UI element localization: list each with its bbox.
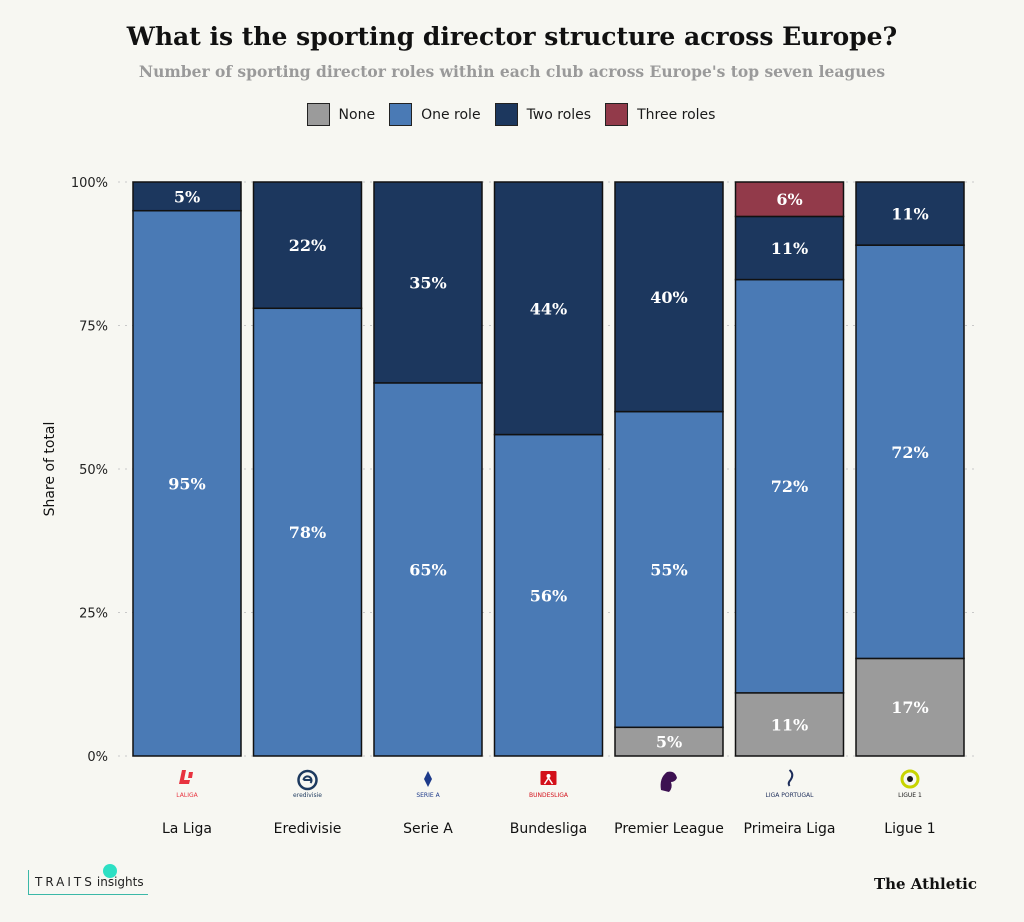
category-label: Bundesliga <box>510 821 587 837</box>
svg-text:SERIE A: SERIE A <box>416 792 440 799</box>
y-tick-label: 75% <box>79 320 108 335</box>
data-label: 35% <box>409 273 446 292</box>
legend-label-three-roles: Three roles <box>637 106 716 123</box>
bar-segment <box>734 278 845 694</box>
bar-segment <box>493 433 604 757</box>
data-label: 72% <box>891 443 928 462</box>
bar-segment <box>734 181 845 218</box>
laliga-logo: LALIGA <box>176 770 199 799</box>
bar-segment <box>855 657 965 757</box>
svg-text:LIGUE 1: LIGUE 1 <box>898 792 922 799</box>
legend-swatch-three-roles <box>605 103 629 126</box>
ligue-1-logo: LIGUE 1 <box>898 769 922 799</box>
bar-segment <box>132 181 242 212</box>
chart-subtitle: Number of sporting director roles within… <box>138 62 886 81</box>
data-label: 40% <box>650 288 687 307</box>
bar-segment <box>614 410 724 729</box>
data-label: 72% <box>771 477 808 496</box>
bar-segment <box>493 181 604 436</box>
traits-dot-icon <box>103 864 117 878</box>
bar-segment <box>614 181 724 413</box>
data-label: 11% <box>771 239 808 258</box>
legend-item-none: None <box>306 103 376 126</box>
svg-text:BUNDESLIGA: BUNDESLIGA <box>529 792 569 799</box>
eredivisie-logo: eredivisie <box>293 769 322 799</box>
data-label: 5% <box>656 733 682 752</box>
legend-label-none: None <box>338 106 376 123</box>
legend-item-two-roles: Two roles <box>494 103 592 126</box>
data-label: 78% <box>289 523 326 542</box>
bundesliga-logo: BUNDESLIGA <box>529 771 569 799</box>
traits-logo-text: TRAITS <box>35 875 95 889</box>
category-label: Serie A <box>403 821 453 837</box>
data-label: 5% <box>174 187 200 206</box>
bar-segment <box>855 181 965 246</box>
data-label: 55% <box>650 560 687 579</box>
legend-label-one-role: One role <box>421 106 481 123</box>
legend-swatch-two-roles <box>494 103 518 126</box>
traits-insights-logo: TRAITS insights <box>28 864 148 895</box>
data-label: 17% <box>891 698 928 717</box>
traits-logo-subtext: insights <box>96 875 144 889</box>
serie-a-logo: SERIE A <box>416 771 441 799</box>
svg-text:LALIGA: LALIGA <box>176 792 198 799</box>
category-label: Eredivisie <box>274 821 342 837</box>
y-axis-title: Share of total <box>42 422 58 517</box>
data-label: 44% <box>530 299 567 318</box>
category-label: La Liga <box>162 821 212 837</box>
legend-swatch-one-role <box>389 103 413 126</box>
data-label: 65% <box>409 560 446 579</box>
category-label: Primeira Liga <box>744 821 836 837</box>
bar-segment <box>252 181 363 310</box>
y-tick-label: 50% <box>79 463 108 478</box>
liga-portugal-logo: LIGA PORTUGAL <box>766 769 815 799</box>
y-tick-label: 25% <box>79 607 108 622</box>
bar-segment <box>373 181 483 384</box>
bar-segment <box>734 692 845 757</box>
legend: None One role Two roles Three roles <box>0 103 1024 126</box>
data-label: 6% <box>776 190 802 209</box>
data-label: 22% <box>289 236 326 255</box>
chart-title: What is the sporting director structure … <box>126 22 898 51</box>
category-label: Ligue 1 <box>884 821 935 837</box>
the-athletic-logo: The Athletic <box>873 875 977 893</box>
svg-text:LIGA PORTUGAL: LIGA PORTUGAL <box>766 792 815 799</box>
legend-item-three-roles: Three roles <box>605 103 715 126</box>
bar-segment <box>855 244 965 660</box>
svg-text:eredivisie: eredivisie <box>293 792 322 799</box>
legend-label-two-roles: Two roles <box>526 106 592 123</box>
bar-segment <box>132 209 242 757</box>
y-tick-label: 0% <box>87 750 108 765</box>
data-label: 11% <box>891 205 928 224</box>
bar-segment <box>614 726 724 757</box>
premier-league-logo <box>660 771 677 792</box>
category-label: Premier League <box>614 821 724 837</box>
bar-segment <box>252 307 363 757</box>
data-label: 56% <box>530 586 567 605</box>
legend-swatch-none <box>306 103 330 126</box>
data-label: 11% <box>771 715 808 734</box>
data-label: 95% <box>168 474 205 493</box>
y-tick-label: 100% <box>71 176 108 191</box>
legend-item-one-role: One role <box>389 103 481 126</box>
stacked-bar-chart: 0% 25% 50% 75% 100% Share of total 95% 5% La Lig… <box>42 176 978 837</box>
bar-segment <box>373 382 483 757</box>
